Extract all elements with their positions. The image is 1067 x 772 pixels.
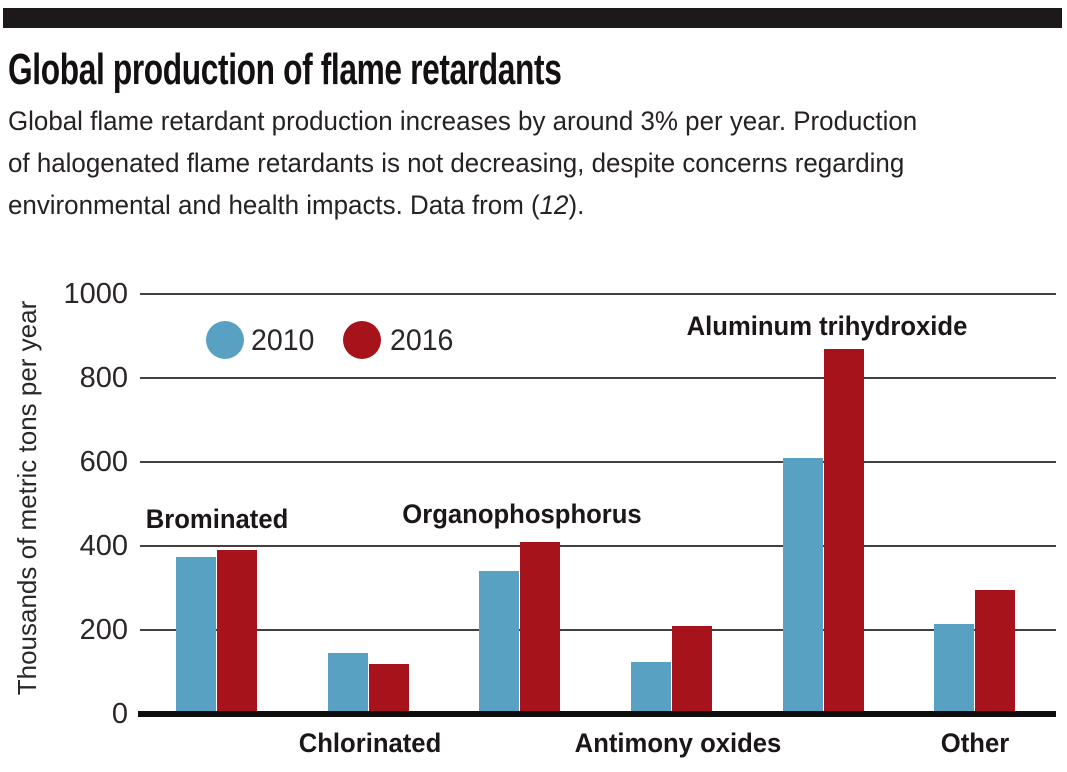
- gridline-600: [140, 461, 1056, 463]
- y-tick-label-600: 600: [79, 446, 128, 478]
- y-tick-label-1000: 1000: [63, 278, 128, 310]
- bar-2010-other: [934, 623, 974, 714]
- subtitle-line-3-text: environmental and health impacts. Data f…: [8, 190, 540, 220]
- y-tick-label-800: 800: [79, 362, 128, 394]
- bar-2016-organophosphorus: [519, 541, 560, 714]
- figure-title: Global production of flame retardants: [8, 45, 562, 94]
- y-tick-label-200: 200: [79, 614, 128, 646]
- gridline-1000: [140, 293, 1056, 295]
- bar-2010-aluminum-trihydroxide: [782, 457, 823, 714]
- legend-swatch-2010: [206, 321, 244, 359]
- bar-2016-antimony-oxides: [671, 625, 712, 714]
- gridline-800: [140, 377, 1056, 379]
- legend-label-2016: 2016: [390, 324, 454, 357]
- bar-2016-aluminum-trihydroxide: [823, 348, 864, 714]
- bar-2010-organophosphorus: [478, 571, 519, 714]
- category-label-organophosphorus: Organophosphorus: [402, 499, 642, 529]
- category-label-other: Other: [940, 728, 1009, 758]
- category-label-aluminum-trihydroxide: Aluminum trihydroxide: [686, 311, 968, 341]
- bar-2010-brominated: [176, 556, 216, 714]
- subtitle-line-2: of halogenated flame retardants is not d…: [8, 148, 905, 178]
- y-tick-label-400: 400: [79, 530, 128, 562]
- y-tick-label-0: 0: [111, 698, 128, 730]
- bar-2016-brominated: [217, 550, 257, 714]
- x-axis-baseline: [138, 711, 1056, 717]
- bar-2016-chlorinated: [369, 663, 409, 714]
- figure-subtitle: Global flame retardant production increa…: [8, 100, 917, 226]
- category-label-antimony-oxides: Antimony oxides: [574, 728, 782, 758]
- subtitle-reference-number: 12: [539, 190, 569, 220]
- legend-label-2010: 2010: [251, 324, 315, 357]
- bar-2010-chlorinated: [328, 653, 368, 714]
- bar-2010-antimony-oxides: [630, 661, 671, 714]
- bar-2016-other: [975, 590, 1015, 714]
- subtitle-line-3: environmental and health impacts. Data f…: [8, 184, 917, 226]
- top-black-bar: [3, 8, 1062, 28]
- gridline-200: [140, 629, 1056, 631]
- subtitle-line-3-end: ).: [568, 190, 585, 220]
- category-label-chlorinated: Chlorinated: [298, 728, 442, 758]
- gridline-400: [140, 545, 1056, 547]
- legend-swatch-2016: [343, 321, 381, 359]
- category-label-brominated: Brominated: [145, 504, 288, 534]
- subtitle-line-1: Global flame retardant production increa…: [8, 106, 918, 136]
